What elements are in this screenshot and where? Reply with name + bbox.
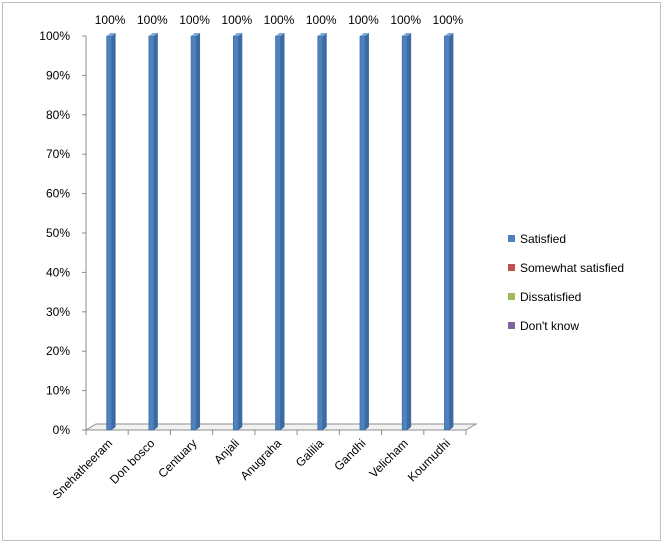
y-tick-label: 100% xyxy=(39,29,70,43)
legend-item-dont-know: Don't know xyxy=(508,311,624,340)
data-label: 100% xyxy=(306,13,337,27)
y-tick-label: 50% xyxy=(46,226,70,240)
x-tick-label: Koumudhi xyxy=(405,436,453,484)
x-tick-label: Gandhi xyxy=(331,436,368,473)
y-tick-label: 30% xyxy=(46,305,70,319)
bar xyxy=(318,36,323,430)
x-tick-label: Centuary xyxy=(155,436,199,480)
bar-side xyxy=(323,33,327,430)
legend-label-dont-know: Don't know xyxy=(520,319,579,333)
bar-side xyxy=(154,33,158,430)
bar-side xyxy=(112,33,116,430)
legend-swatch-somewhat-satisfied xyxy=(508,264,515,271)
legend-item-dissatisfied: Dissatisfied xyxy=(508,282,624,311)
bar-side xyxy=(196,33,200,430)
y-tick-label: 80% xyxy=(46,108,70,122)
bar xyxy=(107,36,112,430)
y-tick-label: 40% xyxy=(46,265,70,279)
data-label: 100% xyxy=(221,13,252,27)
data-label: 100% xyxy=(433,13,464,27)
bar-side xyxy=(281,33,285,430)
bar xyxy=(149,36,154,430)
bar xyxy=(276,36,281,430)
x-tick-label: Anugraha xyxy=(237,436,284,483)
bar xyxy=(191,36,196,430)
data-label: 100% xyxy=(179,13,210,27)
y-tick-label: 20% xyxy=(46,344,70,358)
bar xyxy=(233,36,238,430)
data-label: 100% xyxy=(137,13,168,27)
legend-swatch-dont-know xyxy=(508,322,515,329)
x-tick-label: Anjali xyxy=(211,436,242,467)
x-tick-label: Snehatheeram xyxy=(50,436,116,502)
bar-side xyxy=(238,33,242,430)
legend-swatch-satisfied xyxy=(508,235,515,242)
bar xyxy=(402,36,407,430)
legend-label-dissatisfied: Dissatisfied xyxy=(520,290,581,304)
y-tick-label: 0% xyxy=(53,423,71,437)
legend: Satisfied Somewhat satisfied Dissatisfie… xyxy=(508,224,624,340)
legend-label-satisfied: Satisfied xyxy=(520,232,566,246)
legend-swatch-dissatisfied xyxy=(508,293,515,300)
y-tick-label: 90% xyxy=(46,68,70,82)
legend-item-satisfied: Satisfied xyxy=(508,224,624,253)
bar-side xyxy=(365,33,369,430)
data-label: 100% xyxy=(95,13,126,27)
legend-label-somewhat-satisfied: Somewhat satisfied xyxy=(520,261,624,275)
legend-item-somewhat-satisfied: Somewhat satisfied xyxy=(508,253,624,282)
data-label: 100% xyxy=(390,13,421,27)
bar-side xyxy=(449,33,453,430)
data-label: 100% xyxy=(264,13,295,27)
y-tick-label: 10% xyxy=(46,384,70,398)
y-tick-label: 60% xyxy=(46,187,70,201)
bar xyxy=(444,36,449,430)
x-tick-label: Don bosco xyxy=(107,436,158,487)
bar-side xyxy=(407,33,411,430)
data-label: 100% xyxy=(348,13,379,27)
y-tick-label: 70% xyxy=(46,147,70,161)
bar xyxy=(360,36,365,430)
x-tick-label: Galilia xyxy=(293,436,327,470)
